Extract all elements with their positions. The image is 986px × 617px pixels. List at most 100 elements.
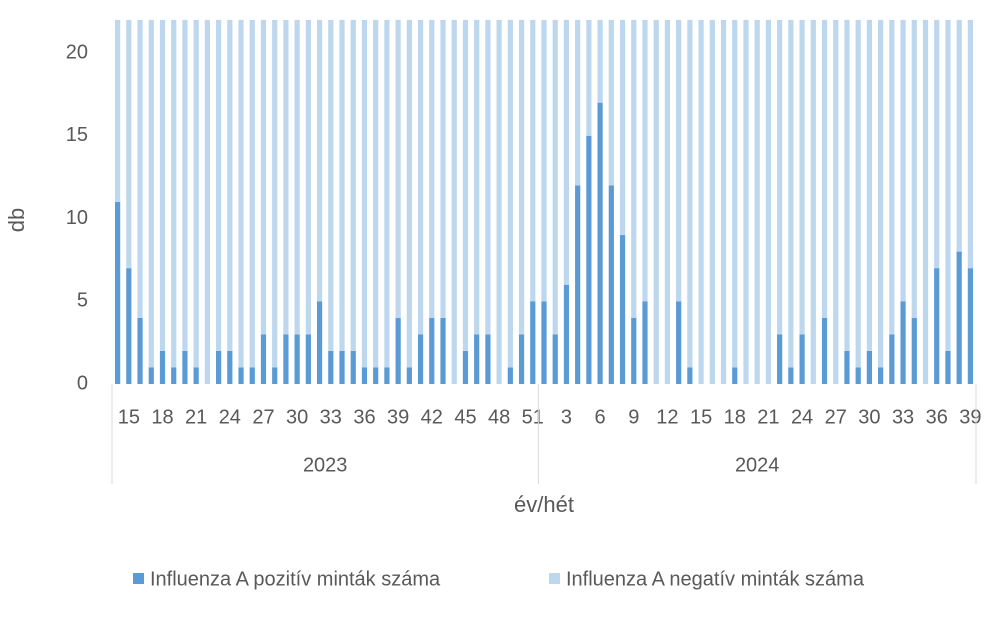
x-group-label: 2024 <box>735 454 780 476</box>
bar-segment <box>462 350 469 384</box>
bar-segment <box>361 367 368 384</box>
y-tick-label: 20 <box>66 41 88 63</box>
bar-segment <box>395 19 401 318</box>
x-tick-label: 15 <box>118 406 140 428</box>
bar-segment <box>855 19 861 368</box>
legend-label: Influenza A pozitív minták száma <box>150 568 441 590</box>
bar-segment <box>754 19 760 385</box>
bar-segment <box>608 185 614 384</box>
bar-segment <box>171 367 177 384</box>
bar-segment <box>328 19 334 351</box>
bar-segment <box>866 19 873 351</box>
bar-segment <box>967 19 973 269</box>
bar-segment <box>384 367 390 384</box>
bar-segment <box>215 19 222 351</box>
x-tick-label: 33 <box>320 406 342 428</box>
bar-segment <box>339 19 345 351</box>
bar-segment <box>889 334 895 384</box>
legend-swatch <box>549 573 560 584</box>
bar-segment <box>563 284 570 384</box>
bar-segment <box>844 350 850 384</box>
bar-segment <box>462 19 469 351</box>
bar-segment <box>945 19 951 351</box>
x-group-label: 2023 <box>303 454 348 476</box>
bar-segment <box>238 367 244 384</box>
y-tick-label: 0 <box>77 372 88 394</box>
bar-segment <box>137 317 143 384</box>
bar-segment <box>283 334 289 384</box>
bar-segment <box>552 19 558 335</box>
bar-segment <box>777 19 783 335</box>
x-tick-label: 33 <box>892 406 914 428</box>
bar-segment <box>283 19 289 335</box>
bar-segment <box>878 367 884 384</box>
bar-segment <box>507 367 513 384</box>
bar-segment <box>541 301 547 384</box>
bar-segment <box>350 19 356 351</box>
x-tick-label: 15 <box>690 406 712 428</box>
bar-segment <box>406 367 412 384</box>
bar-segment <box>485 334 491 384</box>
bar-segment <box>305 19 311 335</box>
bar-segment <box>653 19 659 385</box>
bar-segment <box>496 19 502 385</box>
bar-segment <box>698 19 704 385</box>
bar-segment <box>911 317 917 384</box>
bar-segment <box>777 334 783 384</box>
bar-segment <box>115 19 121 202</box>
bar-segment <box>249 367 255 384</box>
bar-segment <box>384 19 390 368</box>
x-tick-label: 18 <box>151 406 173 428</box>
bar-segment <box>821 19 828 318</box>
bar-segment <box>922 19 929 385</box>
x-tick-label: 36 <box>353 406 375 428</box>
bar-segment <box>171 19 177 368</box>
bar-segment <box>182 19 188 351</box>
bar-segment <box>687 19 693 368</box>
bar-segment <box>518 334 525 384</box>
bar-segment <box>956 19 962 252</box>
bar-segment <box>586 19 592 136</box>
bar-segment <box>956 251 962 384</box>
bar-segment <box>260 19 267 335</box>
bar-segment <box>631 19 637 318</box>
x-tick-label: 39 <box>387 406 409 428</box>
bar-segment <box>676 301 682 384</box>
bar-segment <box>260 334 267 384</box>
bar-segment <box>373 367 379 384</box>
x-tick-label: 42 <box>421 406 443 428</box>
bar-segment <box>889 19 895 335</box>
bar-segment <box>316 19 323 302</box>
bar-segment <box>294 334 300 384</box>
bar-segment <box>866 350 873 384</box>
bar-segment <box>350 350 356 384</box>
bar-segment <box>294 19 300 335</box>
x-tick-label: 39 <box>959 406 981 428</box>
bar-segment <box>799 19 805 335</box>
bar-segment <box>608 19 614 186</box>
bar-segment <box>720 19 727 385</box>
bar-segment <box>934 19 940 269</box>
bar-segment <box>518 19 525 335</box>
bar-segment <box>552 334 558 384</box>
y-axis-title: db <box>4 208 29 232</box>
y-tick-label: 15 <box>66 124 88 146</box>
bar-segment <box>451 19 457 385</box>
legend-label: Influenza A negatív minták száma <box>566 568 865 590</box>
x-tick-label: 3 <box>561 406 572 428</box>
bar-segment <box>417 334 424 384</box>
bar-segment <box>900 19 906 302</box>
bar-segment <box>709 19 715 385</box>
x-tick-label: 18 <box>724 406 746 428</box>
bar-segment <box>765 19 772 385</box>
bar-segment <box>541 19 547 302</box>
bar-segment <box>586 135 592 384</box>
bar-segment <box>631 317 637 384</box>
bar-segment <box>339 350 345 384</box>
bar-segment <box>575 185 581 384</box>
bar-segment <box>328 350 334 384</box>
x-tick-label: 9 <box>628 406 639 428</box>
x-tick-label: 30 <box>858 406 880 428</box>
bar-segment <box>115 201 121 384</box>
